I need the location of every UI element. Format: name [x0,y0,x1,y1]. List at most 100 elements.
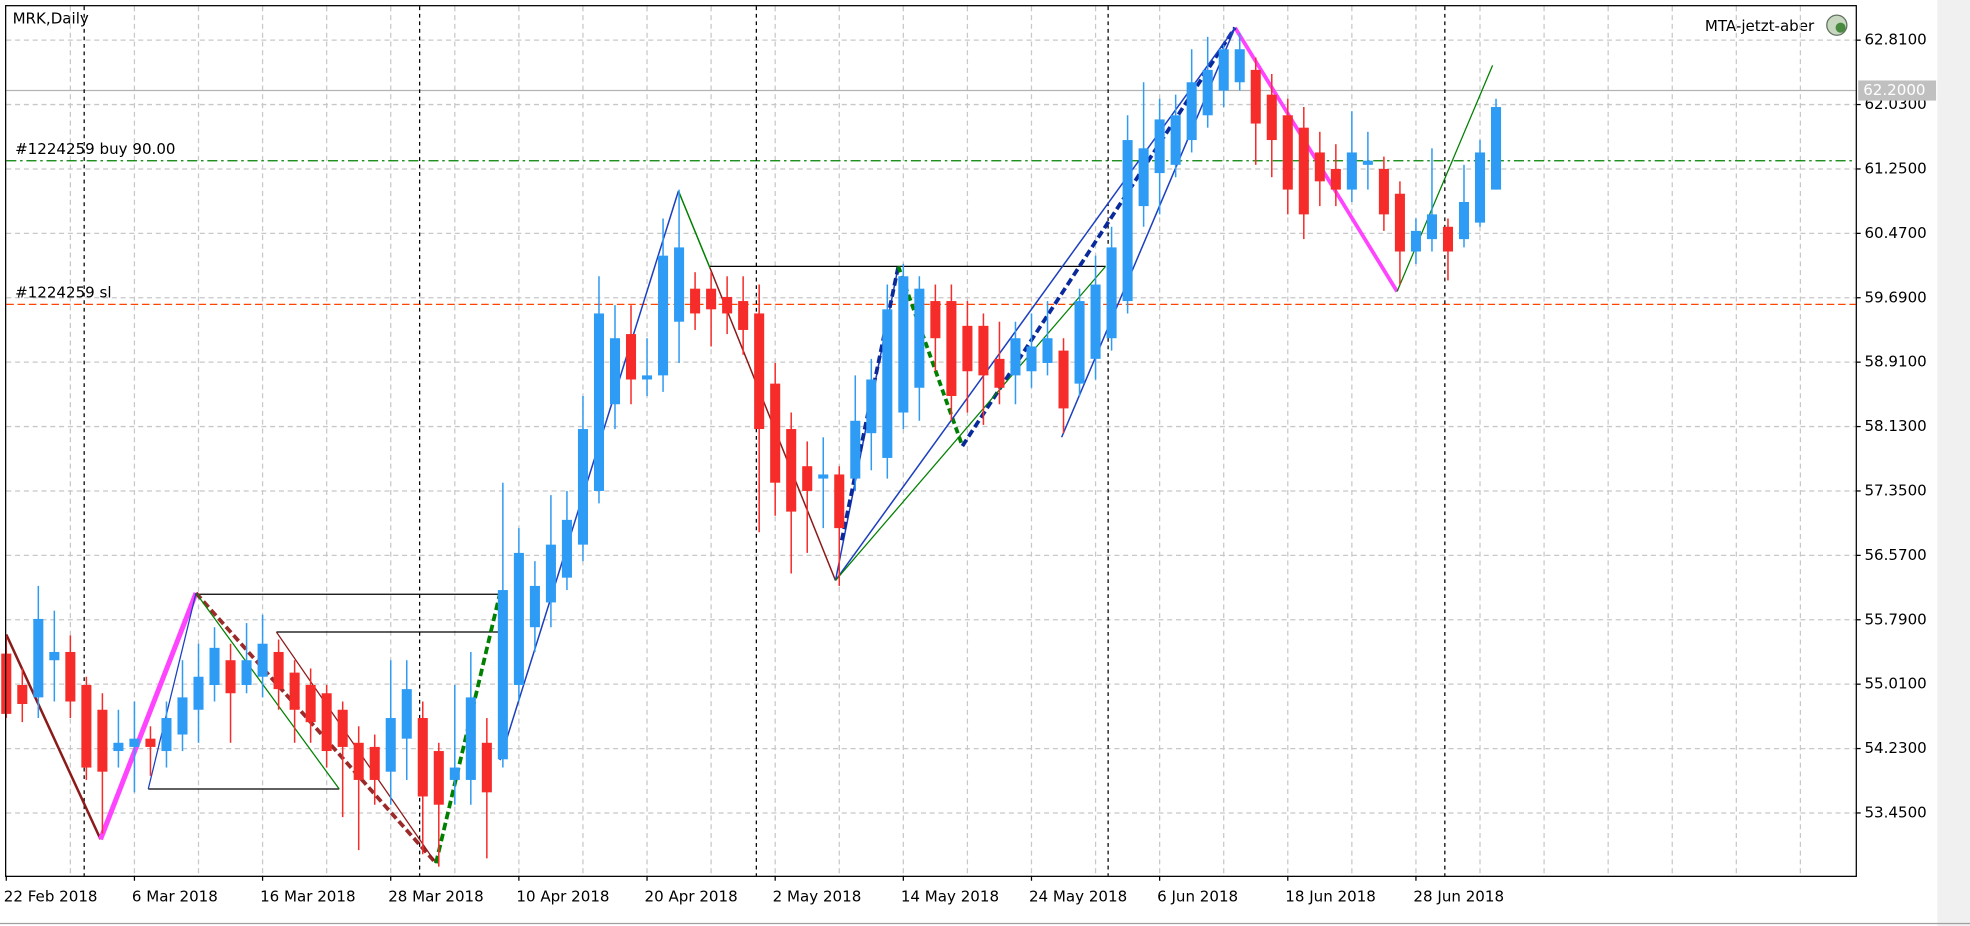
candle-body [882,309,893,458]
candle-body [962,325,973,372]
candle-body [1314,152,1325,182]
x-tick-label: 6 Mar 2018 [132,888,218,906]
candle-body [497,590,508,760]
icon-dot [1835,22,1846,33]
candle-body [642,375,653,380]
x-tick-label: 24 May 2018 [1029,888,1127,906]
candle-body [161,718,172,752]
current-price-box [1858,80,1937,101]
candle-body [465,697,476,780]
candle-body [1378,168,1389,215]
x-tick-label: 28 Jun 2018 [1413,888,1504,906]
candle-body [1250,69,1261,124]
candle-body [257,643,268,677]
candle-body [1058,350,1069,409]
y-tick-label: 62.8100 [1864,31,1926,49]
candle-body [209,647,220,685]
candle-body [593,313,605,491]
candle-body [1202,69,1213,116]
candle-body [81,684,92,768]
y-tick-label: 60.4700 [1864,224,1926,242]
candle-body [353,742,364,780]
candle-body [978,325,989,376]
y-tick-label: 55.0100 [1864,675,1926,693]
candle-body [866,379,877,434]
x-tick-label: 28 Mar 2018 [388,888,483,906]
candle-body [17,684,28,704]
candle-body [1394,193,1405,252]
candle-body [193,676,204,710]
candle-body [241,660,252,685]
candle-body [545,544,556,603]
x-tick-label: 6 Jun 2018 [1157,888,1238,906]
candle-body [1362,160,1373,165]
candle-body [722,296,733,314]
candle-body [834,474,845,529]
y-tick-label: 61.2500 [1864,159,1926,177]
candle-body [1426,214,1437,240]
current-price-label: 62.2000 [1863,81,1925,99]
candle-body [1474,152,1486,223]
candle-body [177,697,188,735]
candle-body [1186,82,1197,141]
candle-body [449,767,460,780]
candle-body [97,709,108,772]
candle-body [850,420,861,479]
candle-body [658,255,669,376]
candle-body [1458,201,1470,240]
candle-body [1026,346,1037,372]
candle-body [770,383,781,483]
candle-body [674,247,685,322]
candle-body [481,742,492,793]
candles [1,32,1502,867]
trend-line [195,592,340,790]
candle-body [1106,247,1117,339]
indicator-icon [1826,14,1848,36]
candle-body [1234,49,1245,83]
candle-body [337,709,348,747]
candle-body [385,718,396,772]
candle-body [946,301,957,397]
candle-body [818,474,829,479]
order-label: #1224259 buy 90.00 [15,140,175,158]
x-tick-label: 2 May 2018 [773,888,862,906]
y-tick-label: 55.7900 [1864,610,1926,628]
y-tick-label: 58.1300 [1864,417,1926,435]
candle-body [609,338,621,405]
candle-body [1154,119,1165,174]
candle-body [113,742,124,752]
candle-body [754,313,765,430]
candle-body [225,660,236,694]
candle-body [1266,94,1277,141]
order-label: #1224259 sl [15,284,112,302]
candle-body [738,301,749,330]
candle-body [1346,152,1357,190]
candle-body [1491,107,1502,190]
plot-frame [5,5,1857,877]
candle-body [49,651,60,661]
candle-body [1298,127,1309,215]
y-tick-label: 54.2300 [1864,739,1926,757]
candle-body [577,429,588,545]
candle-body [1010,338,1021,376]
candle-body [706,288,717,310]
side-strip [1937,0,1970,926]
x-tick-label: 18 Jun 2018 [1285,888,1376,906]
candle-body [802,466,813,491]
zigzag-line [194,591,438,865]
zigzag-line [960,26,1237,448]
candle-body [1410,230,1421,252]
zigzag-line [896,265,965,447]
candle-body [417,718,428,797]
candle-body [1218,49,1229,91]
trend-line [834,27,1236,581]
candle-body [625,334,637,380]
candle-body [289,672,300,710]
y-tick-label: 53.4500 [1864,803,1926,821]
candle-body [433,751,444,805]
candle-body [321,693,332,752]
candle-body [145,738,156,747]
